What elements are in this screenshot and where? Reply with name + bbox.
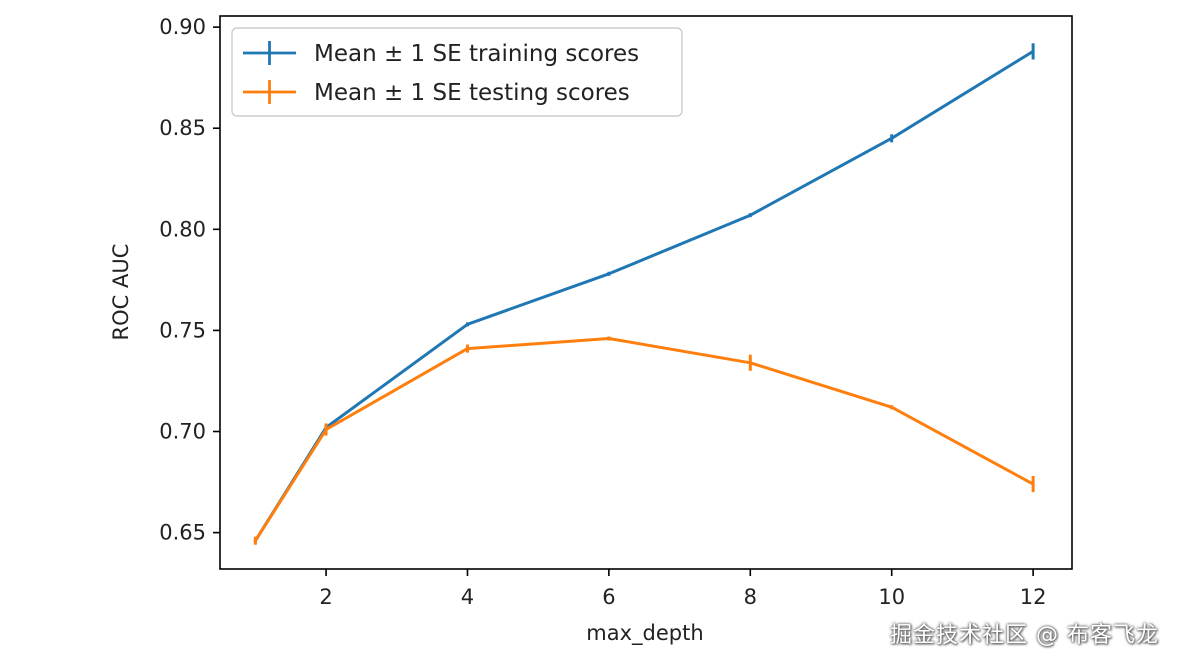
legend-entry-testing: Mean ± 1 SE testing scores bbox=[243, 80, 630, 106]
x-tick-label: 6 bbox=[602, 585, 615, 609]
legend: Mean ± 1 SE training scores Mean ± 1 SE … bbox=[231, 27, 683, 117]
x-tick-label: 4 bbox=[461, 585, 474, 609]
x-axis-label: max_depth bbox=[586, 621, 703, 646]
legend-label-testing: Mean ± 1 SE testing scores bbox=[314, 80, 630, 106]
watermark: 掘金技术社区 @ 布客飞龙 bbox=[890, 623, 1159, 648]
x-tick-label: 12 bbox=[1020, 585, 1047, 609]
legend-box bbox=[231, 27, 683, 117]
y-tick-label: 0.90 bbox=[159, 15, 206, 39]
y-tick-label: 0.65 bbox=[159, 521, 206, 545]
y-axis-label: ROC AUC bbox=[109, 244, 133, 341]
series-testing bbox=[253, 336, 1035, 545]
ticks-layer: 2 4 6 8 10 12 0.65 0.70 0.75 0.80 0.85 0.90 bbox=[159, 15, 1046, 609]
legend-entry-training: Mean ± 1 SE training scores bbox=[243, 41, 639, 67]
x-tick-label: 2 bbox=[319, 585, 332, 609]
legend-label-training: Mean ± 1 SE training scores bbox=[314, 41, 639, 67]
x-tick-label: 8 bbox=[744, 585, 757, 609]
y-tick-label: 0.80 bbox=[159, 217, 206, 241]
y-tick-label: 0.70 bbox=[159, 420, 206, 444]
y-tick-label: 0.85 bbox=[159, 116, 206, 140]
x-tick-label: 10 bbox=[878, 585, 905, 609]
y-tick-label: 0.75 bbox=[159, 318, 206, 342]
series-layer bbox=[253, 43, 1035, 545]
plot-frame bbox=[219, 15, 1073, 570]
